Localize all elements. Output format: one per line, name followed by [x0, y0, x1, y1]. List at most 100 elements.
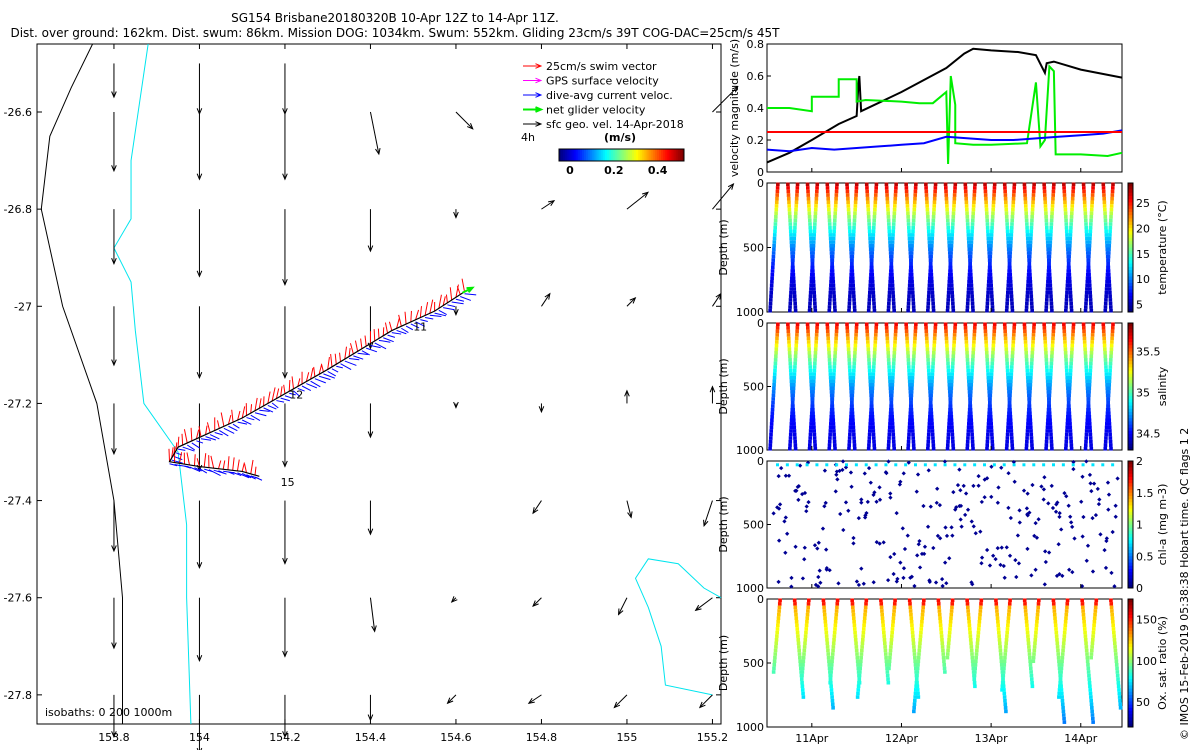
profile-marker [846, 350, 851, 355]
profile-marker [1070, 343, 1075, 348]
profile-marker [966, 429, 971, 433]
profile-marker [1027, 407, 1031, 412]
profile-marker [774, 214, 778, 219]
profile-marker [968, 390, 973, 394]
profile-marker [885, 329, 889, 334]
profile-marker [947, 287, 951, 291]
profile-marker [1066, 272, 1070, 277]
profile-marker [1108, 294, 1112, 299]
profile-marker [1082, 196, 1087, 201]
profile-marker [991, 350, 995, 355]
profile-marker [867, 305, 871, 309]
profile-marker [1067, 254, 1071, 259]
dive-avg-current-mark [415, 321, 425, 327]
profile-marker [809, 425, 813, 430]
profile-marker [1087, 382, 1092, 387]
profile-marker [971, 214, 975, 219]
profile-ylabel: Depth (m) [717, 358, 730, 414]
profile-marker [870, 243, 875, 248]
profile-marker [1025, 236, 1030, 241]
profile-marker [873, 200, 878, 205]
profile-marker [826, 204, 831, 208]
swim-vector-mark [388, 321, 393, 331]
profile-marker [930, 294, 935, 299]
profile-marker [930, 372, 935, 376]
profile-marker [908, 407, 913, 412]
profile-marker [795, 623, 799, 628]
profile-marker [1109, 446, 1113, 451]
profile-marker [983, 189, 988, 194]
profile-marker [913, 336, 917, 341]
profile-marker [1003, 702, 1008, 707]
profile-colorbar-cell [1128, 627, 1133, 632]
profile-marker [967, 280, 971, 284]
chl-marker [1071, 459, 1076, 465]
profile-marker [851, 287, 856, 291]
profile-marker [931, 361, 935, 366]
profile-marker [925, 350, 930, 355]
profile-marker [814, 204, 818, 208]
chl-marker [1036, 517, 1041, 522]
profile-marker [867, 222, 871, 226]
profile-marker [925, 200, 929, 205]
profile-marker [930, 243, 934, 248]
profile-marker [966, 432, 970, 437]
swim-vector-mark [305, 372, 310, 382]
geo-velocity-arrow [447, 694, 457, 704]
chl-marker [983, 463, 986, 467]
chl-marker [1043, 549, 1048, 554]
profile-marker [933, 329, 937, 334]
profile-marker [848, 382, 853, 387]
profile-marker [812, 368, 817, 373]
profile-marker [942, 659, 946, 664]
profile-marker [950, 372, 954, 376]
profile-marker [825, 326, 830, 330]
profile-marker [1068, 283, 1072, 288]
profile-marker [1031, 189, 1036, 194]
profile-marker [1029, 233, 1033, 237]
geo-velocity-arrow-head [371, 625, 377, 633]
profile-marker [871, 240, 875, 244]
profile-marker [1047, 251, 1052, 255]
profile-colorbar-cell [1128, 640, 1133, 645]
profile-colorbar-cell [1128, 543, 1133, 548]
profile-marker [795, 329, 799, 334]
profile-ytick-label: 1000 [736, 306, 764, 319]
profile-marker [1086, 261, 1091, 266]
profile-marker [1087, 418, 1092, 423]
profile-marker [889, 269, 893, 273]
profile-marker [1089, 695, 1093, 699]
profile-marker [833, 446, 837, 451]
profile-marker [775, 193, 779, 197]
swim-vector-mark [404, 311, 407, 325]
profile-marker [904, 182, 908, 187]
profile-marker [971, 305, 975, 309]
profile-marker [769, 294, 773, 299]
profile-marker [1047, 261, 1051, 266]
profile-marker [1103, 439, 1108, 444]
colorbar-tick-label: 0 [566, 164, 574, 177]
profile-marker [773, 361, 778, 366]
profile-marker [1032, 186, 1036, 190]
profile-marker [986, 229, 990, 234]
profile-marker [1066, 407, 1071, 412]
profile-marker [1107, 375, 1112, 380]
chl-marker [1017, 520, 1022, 525]
profile-marker [965, 443, 970, 447]
profile-marker [1032, 326, 1036, 330]
profile-marker [1045, 432, 1049, 437]
profile-marker [1003, 336, 1008, 341]
profile-marker [774, 637, 779, 642]
profile-colorbar-cell [1128, 345, 1133, 349]
profile-marker [985, 301, 990, 306]
profile-marker [829, 662, 834, 667]
profile-marker [932, 343, 937, 348]
profile-marker [1070, 340, 1075, 344]
profile-marker [925, 204, 929, 208]
profile-marker [1083, 443, 1088, 447]
profile-marker [1087, 393, 1091, 398]
profile-marker [1108, 301, 1113, 306]
profile-marker [1030, 305, 1034, 309]
chl-marker [1062, 490, 1067, 496]
chl-marker [1096, 502, 1102, 507]
